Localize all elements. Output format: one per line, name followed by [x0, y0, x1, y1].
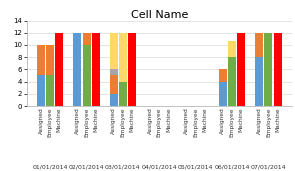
Text: Machine: Machine: [57, 108, 62, 132]
Text: Machine: Machine: [239, 108, 244, 132]
Bar: [228, 41, 236, 57]
Bar: [255, 57, 263, 106]
Bar: [37, 75, 45, 106]
Bar: [110, 33, 118, 69]
Bar: [219, 69, 227, 82]
Bar: [37, 45, 45, 75]
Text: Employee: Employee: [193, 108, 198, 137]
Bar: [55, 33, 63, 106]
Bar: [273, 33, 281, 106]
Bar: [110, 69, 118, 75]
Text: Machine: Machine: [130, 108, 135, 132]
Bar: [73, 33, 81, 106]
Bar: [255, 33, 263, 57]
Bar: [83, 45, 91, 106]
Text: Machine: Machine: [166, 108, 171, 132]
Text: Assigned: Assigned: [257, 108, 262, 134]
Text: 04/01/2014: 04/01/2014: [142, 164, 177, 169]
Text: Employee: Employee: [84, 108, 89, 137]
Text: 03/01/2014: 03/01/2014: [105, 164, 141, 169]
Title: Cell Name: Cell Name: [131, 10, 188, 20]
Text: 05/01/2014: 05/01/2014: [178, 164, 213, 169]
Text: Assigned: Assigned: [148, 108, 153, 134]
Bar: [119, 33, 127, 82]
Bar: [228, 57, 236, 106]
Text: Employee: Employee: [120, 108, 125, 137]
Bar: [92, 33, 100, 106]
Bar: [219, 82, 227, 106]
Text: Assigned: Assigned: [184, 108, 189, 134]
Text: 07/01/2014: 07/01/2014: [250, 164, 286, 169]
Text: 06/01/2014: 06/01/2014: [214, 164, 250, 169]
Text: Machine: Machine: [275, 108, 280, 132]
Text: Assigned: Assigned: [111, 108, 116, 134]
Bar: [83, 33, 91, 45]
Text: Assigned: Assigned: [75, 108, 80, 134]
Text: Assigned: Assigned: [220, 108, 225, 134]
Text: 01/01/2014: 01/01/2014: [32, 164, 68, 169]
Bar: [264, 33, 272, 106]
Text: Employee: Employee: [48, 108, 53, 137]
Bar: [128, 33, 136, 106]
Bar: [110, 75, 118, 94]
Text: Machine: Machine: [202, 108, 207, 132]
Text: Assigned: Assigned: [39, 108, 44, 134]
Bar: [46, 75, 54, 106]
Bar: [46, 45, 54, 75]
Text: Employee: Employee: [266, 108, 271, 137]
Bar: [110, 94, 118, 106]
Text: Employee: Employee: [157, 108, 162, 137]
Text: Employee: Employee: [230, 108, 235, 137]
Text: Machine: Machine: [93, 108, 98, 132]
Text: 02/01/2014: 02/01/2014: [69, 164, 104, 169]
Bar: [237, 33, 245, 106]
Bar: [119, 82, 127, 106]
